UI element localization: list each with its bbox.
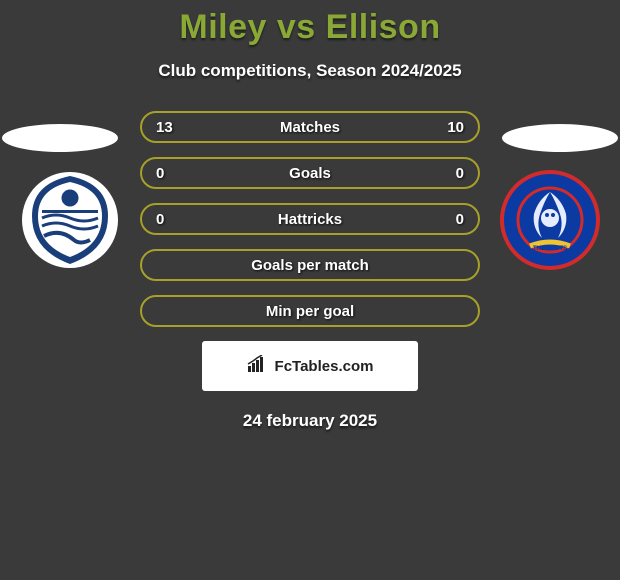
attribution-badge[interactable]: FcTables.com [202,341,418,391]
stat-label: Matches [280,119,340,136]
player-right-avatar [500,116,620,160]
club-crest-left [20,170,120,270]
stat-label: Goals per match [251,257,369,274]
stat-right-value: 0 [440,211,464,228]
attribution-text: FcTables.com [275,358,374,375]
chart-icon [247,355,269,378]
stat-label: Min per goal [266,303,354,320]
player-left-avatar [0,116,120,160]
stat-label: Hattricks [278,211,342,228]
date-label: 24 february 2025 [0,411,620,431]
stat-label: Goals [289,165,331,182]
stat-right-value: 0 [440,165,464,182]
stat-row-goals: 0 Goals 0 [140,157,480,189]
page-title: Miley vs Ellison [0,0,620,47]
stat-left-value: 0 [156,211,180,228]
stat-row-matches: 13 Matches 10 [140,111,480,143]
stat-left-value: 13 [156,119,180,136]
svg-text:THE SHOTS: THE SHOTS [533,246,567,252]
stat-row-min-per-goal: Min per goal [140,295,480,327]
club-crest-right: THE SHOTS [500,170,600,270]
stat-row-goals-per-match: Goals per match [140,249,480,281]
stat-left-value: 0 [156,165,180,182]
subtitle: Club competitions, Season 2024/2025 [0,61,620,81]
stat-right-value: 10 [440,119,464,136]
stat-row-hattricks: 0 Hattricks 0 [140,203,480,235]
